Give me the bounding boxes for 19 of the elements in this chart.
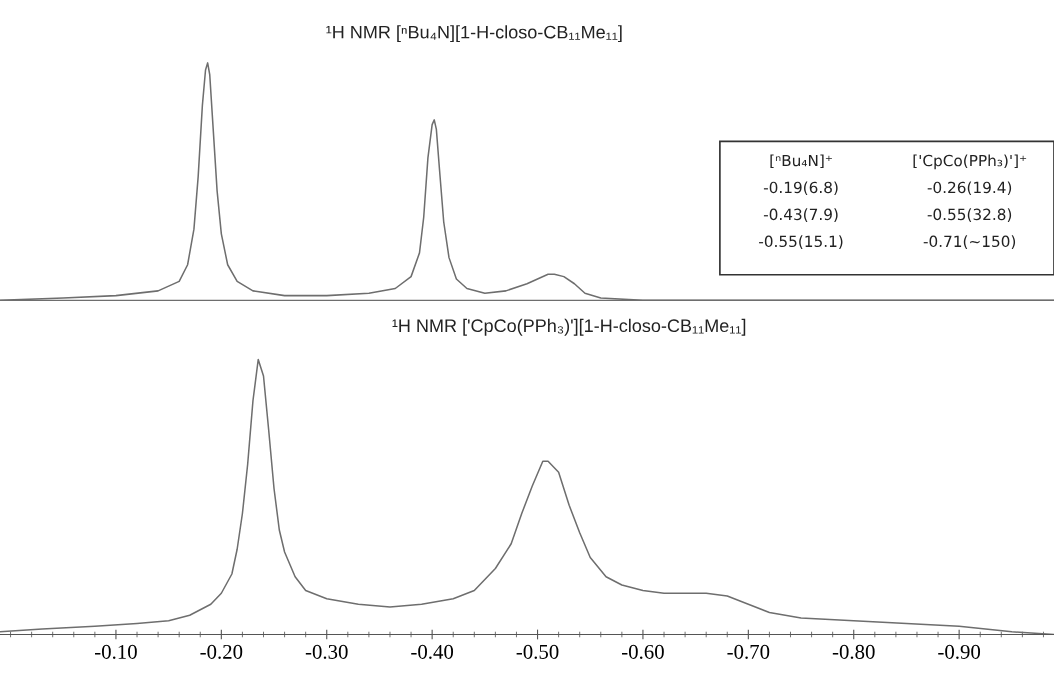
annotation: -0.55(15.1) [759, 235, 843, 249]
annotation: -0.43(7.9) [763, 208, 838, 222]
x-tick-label: -0.10 [95, 644, 137, 659]
annotation: ['CpCo(PPh₃)']⁺ [913, 154, 1027, 170]
x-tick-label: -0.70 [727, 644, 770, 659]
x-tick-label: -0.40 [411, 644, 454, 659]
x-tick-label: -0.60 [622, 644, 664, 659]
x-tick-label: -0.50 [516, 644, 559, 659]
chart-title: ¹H NMR ['CpCo(PPh₃)'][1-H-closo-CB₁₁Me₁₁] [392, 318, 746, 336]
x-tick-label: -0.90 [938, 644, 981, 659]
annotation: -0.71(~150) [923, 235, 1016, 249]
x-tick-label: -0.80 [832, 644, 875, 659]
annotation: -0.19(6.8) [763, 181, 838, 196]
x-tick-label: -0.30 [305, 644, 348, 659]
chart-title: ¹H NMR [ⁿBu₄N][1-H-closo-CB₁₁Me₁₁] [326, 25, 622, 43]
annotation: [ⁿBu₄N]⁺ [770, 154, 832, 169]
annotation: -0.26(19.4) [927, 181, 1012, 196]
x-tick-label: -0.20 [200, 644, 243, 659]
annotation: -0.55(32.8) [927, 208, 1012, 222]
